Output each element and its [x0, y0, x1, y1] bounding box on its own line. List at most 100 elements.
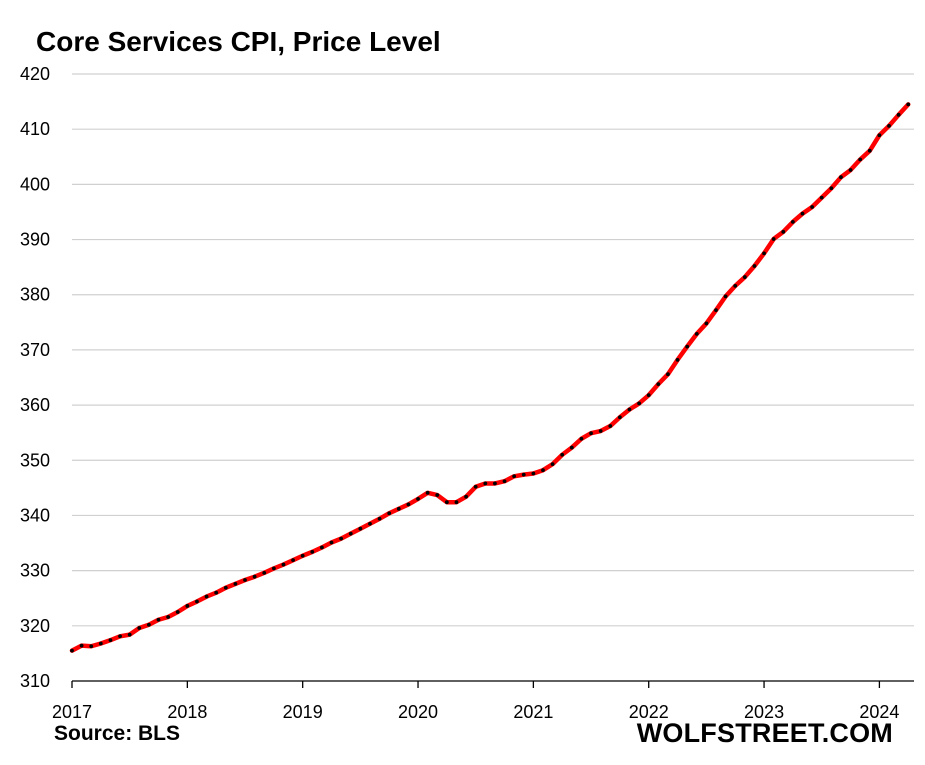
data-point-55 [598, 429, 603, 433]
data-point-64 [685, 344, 690, 349]
data-point-82 [858, 157, 863, 162]
data-point-30 [358, 526, 363, 531]
x-tick-label-2018: 2018 [167, 702, 207, 722]
data-point-70 [742, 275, 747, 279]
data-point-42 [473, 484, 478, 489]
y-tick-label-420: 420 [20, 64, 50, 84]
data-point-48 [531, 471, 536, 476]
data-point-86 [896, 112, 901, 117]
data-point-28 [339, 536, 344, 541]
data-point-44 [493, 481, 497, 486]
y-tick-label-400: 400 [20, 174, 50, 194]
x-tick-label-2019: 2019 [283, 702, 323, 722]
data-point-81 [848, 168, 853, 172]
x-tick-label-2022: 2022 [629, 702, 669, 722]
x-tick-label-2020: 2020 [398, 702, 438, 722]
data-point-51 [560, 452, 565, 457]
data-point-38 [435, 493, 440, 497]
data-point-1 [79, 643, 84, 648]
source-note: Source: BLS [54, 722, 181, 745]
data-point-12 [185, 604, 190, 608]
x-tick-label-2017: 2017 [52, 702, 92, 722]
data-point-10 [166, 615, 171, 619]
data-point-56 [608, 424, 613, 428]
data-point-39 [444, 500, 449, 505]
data-point-75 [790, 219, 795, 224]
data-point-18 [243, 578, 247, 582]
y-tick-label-330: 330 [20, 561, 50, 581]
y-tick-label-370: 370 [20, 340, 50, 360]
data-point-79 [829, 186, 834, 191]
data-point-85 [887, 123, 891, 128]
y-tick-label-410: 410 [20, 119, 50, 139]
y-tick-label-390: 390 [20, 230, 50, 250]
data-point-69 [733, 283, 738, 288]
y-axis-tick-labels: 310 320 330 340 350 360 370 380 390 400 410 420 [20, 64, 50, 691]
data-point-29 [348, 531, 353, 536]
data-point-20 [262, 570, 267, 575]
data-point-78 [819, 195, 824, 200]
data-point-52 [569, 445, 574, 450]
data-point-7 [137, 626, 142, 630]
data-point-49 [541, 468, 545, 473]
data-point-41 [464, 494, 468, 499]
gridlines [72, 73, 914, 627]
x-axis [71, 680, 914, 688]
y-tick-label-350: 350 [20, 450, 50, 470]
data-point-8 [146, 622, 151, 627]
data-point-11 [175, 610, 180, 614]
data-point-84 [877, 133, 882, 138]
data-point-0 [70, 648, 74, 653]
data-point-61 [656, 382, 661, 387]
data-point-53 [579, 436, 584, 441]
data-point-50 [550, 462, 555, 467]
data-point-87 [906, 102, 911, 107]
data-point-63 [675, 357, 680, 362]
data-point-40 [454, 500, 459, 505]
data-point-22 [281, 562, 286, 567]
data-point-32 [377, 516, 382, 521]
data-point-17 [233, 581, 238, 586]
data-point-9 [156, 617, 161, 622]
data-point-34 [396, 506, 401, 511]
data-point-35 [406, 502, 411, 507]
chart-title: Core Services CPI, Price Level [36, 26, 441, 57]
data-point-36 [416, 497, 420, 501]
series-group [69, 102, 911, 653]
data-point-15 [214, 590, 219, 595]
data-point-60 [646, 393, 651, 398]
y-tick-label-340: 340 [20, 505, 50, 525]
data-point-80 [839, 175, 843, 180]
data-point-19 [252, 574, 257, 579]
data-point-26 [320, 545, 324, 550]
y-tick-label-380: 380 [20, 285, 50, 305]
data-point-33 [387, 511, 392, 516]
data-point-2 [89, 644, 94, 649]
y-tick-label-320: 320 [20, 616, 50, 636]
data-point-58 [627, 407, 632, 412]
x-tick-label-2024: 2024 [859, 702, 899, 722]
data-point-3 [98, 641, 103, 646]
data-point-45 [502, 479, 507, 484]
data-point-24 [300, 553, 305, 558]
data-point-83 [867, 148, 872, 153]
data-point-47 [521, 472, 526, 477]
data-point-37 [425, 490, 430, 495]
data-point-5 [118, 634, 122, 639]
data-point-54 [589, 431, 593, 436]
data-point-59 [637, 401, 642, 406]
data-point-77 [810, 205, 815, 209]
data-point-66 [704, 321, 709, 326]
data-point-43 [483, 481, 488, 486]
data-point-25 [310, 549, 315, 554]
data-point-27 [329, 540, 334, 545]
data-point-72 [762, 251, 766, 256]
data-point-67 [714, 308, 718, 313]
data-point-68 [723, 294, 728, 299]
x-tick-label-2021: 2021 [513, 702, 553, 722]
data-point-4 [108, 638, 113, 643]
data-point-6 [127, 632, 132, 637]
y-tick-label-310: 310 [20, 671, 50, 691]
data-point-62 [666, 372, 670, 377]
